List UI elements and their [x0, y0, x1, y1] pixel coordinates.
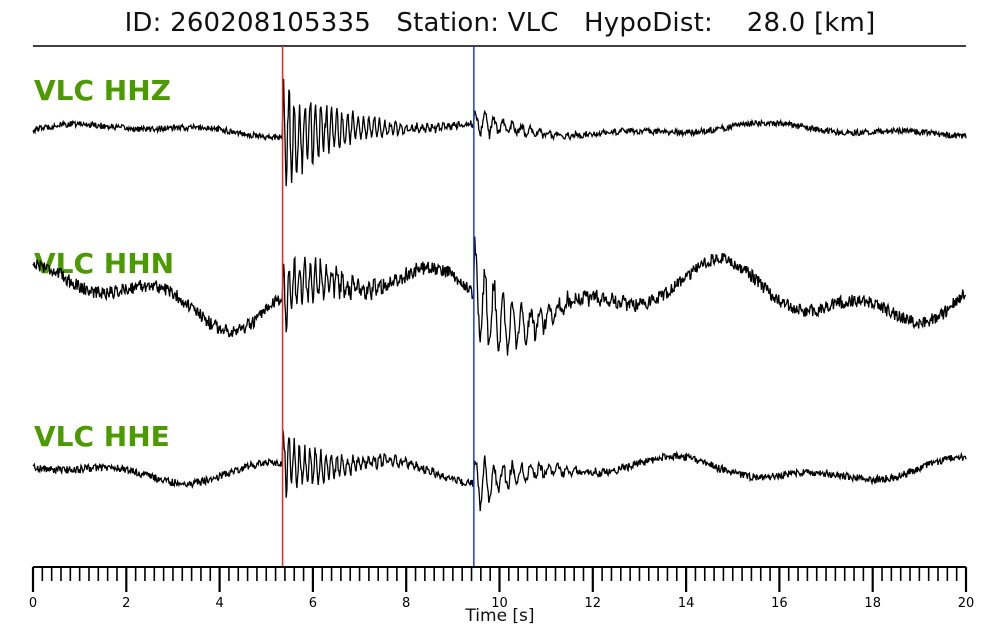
x-tick-label: 10 [491, 596, 508, 611]
x-tick-label: 8 [402, 596, 410, 611]
x-tick-label: 20 [958, 596, 975, 611]
x-tick-label: 0 [29, 596, 37, 611]
x-tick-label: 2 [122, 596, 130, 611]
page-title: ID: 260208105335 Station: VLC HypoDist: … [124, 8, 876, 38]
x-tick-label: 18 [864, 596, 881, 611]
channel-label-hhn: VLC HHN [34, 247, 175, 280]
waveform-trace-vlc-hhe [32, 430, 967, 512]
x-axis-label: Time [s] [465, 606, 535, 626]
x-tick-label: 4 [215, 596, 223, 611]
x-tick-label: 6 [309, 596, 317, 611]
channel-label-hhe: VLC HHE [34, 420, 170, 453]
x-tick-label: 14 [678, 596, 695, 611]
waveform-trace-vlc-hhz [32, 78, 967, 187]
channel-label-hhz: VLC HHZ [34, 74, 171, 107]
x-tick-label: 12 [585, 596, 602, 611]
waveform-trace-vlc-hhn [32, 236, 967, 356]
x-tick-label: 16 [771, 596, 788, 611]
